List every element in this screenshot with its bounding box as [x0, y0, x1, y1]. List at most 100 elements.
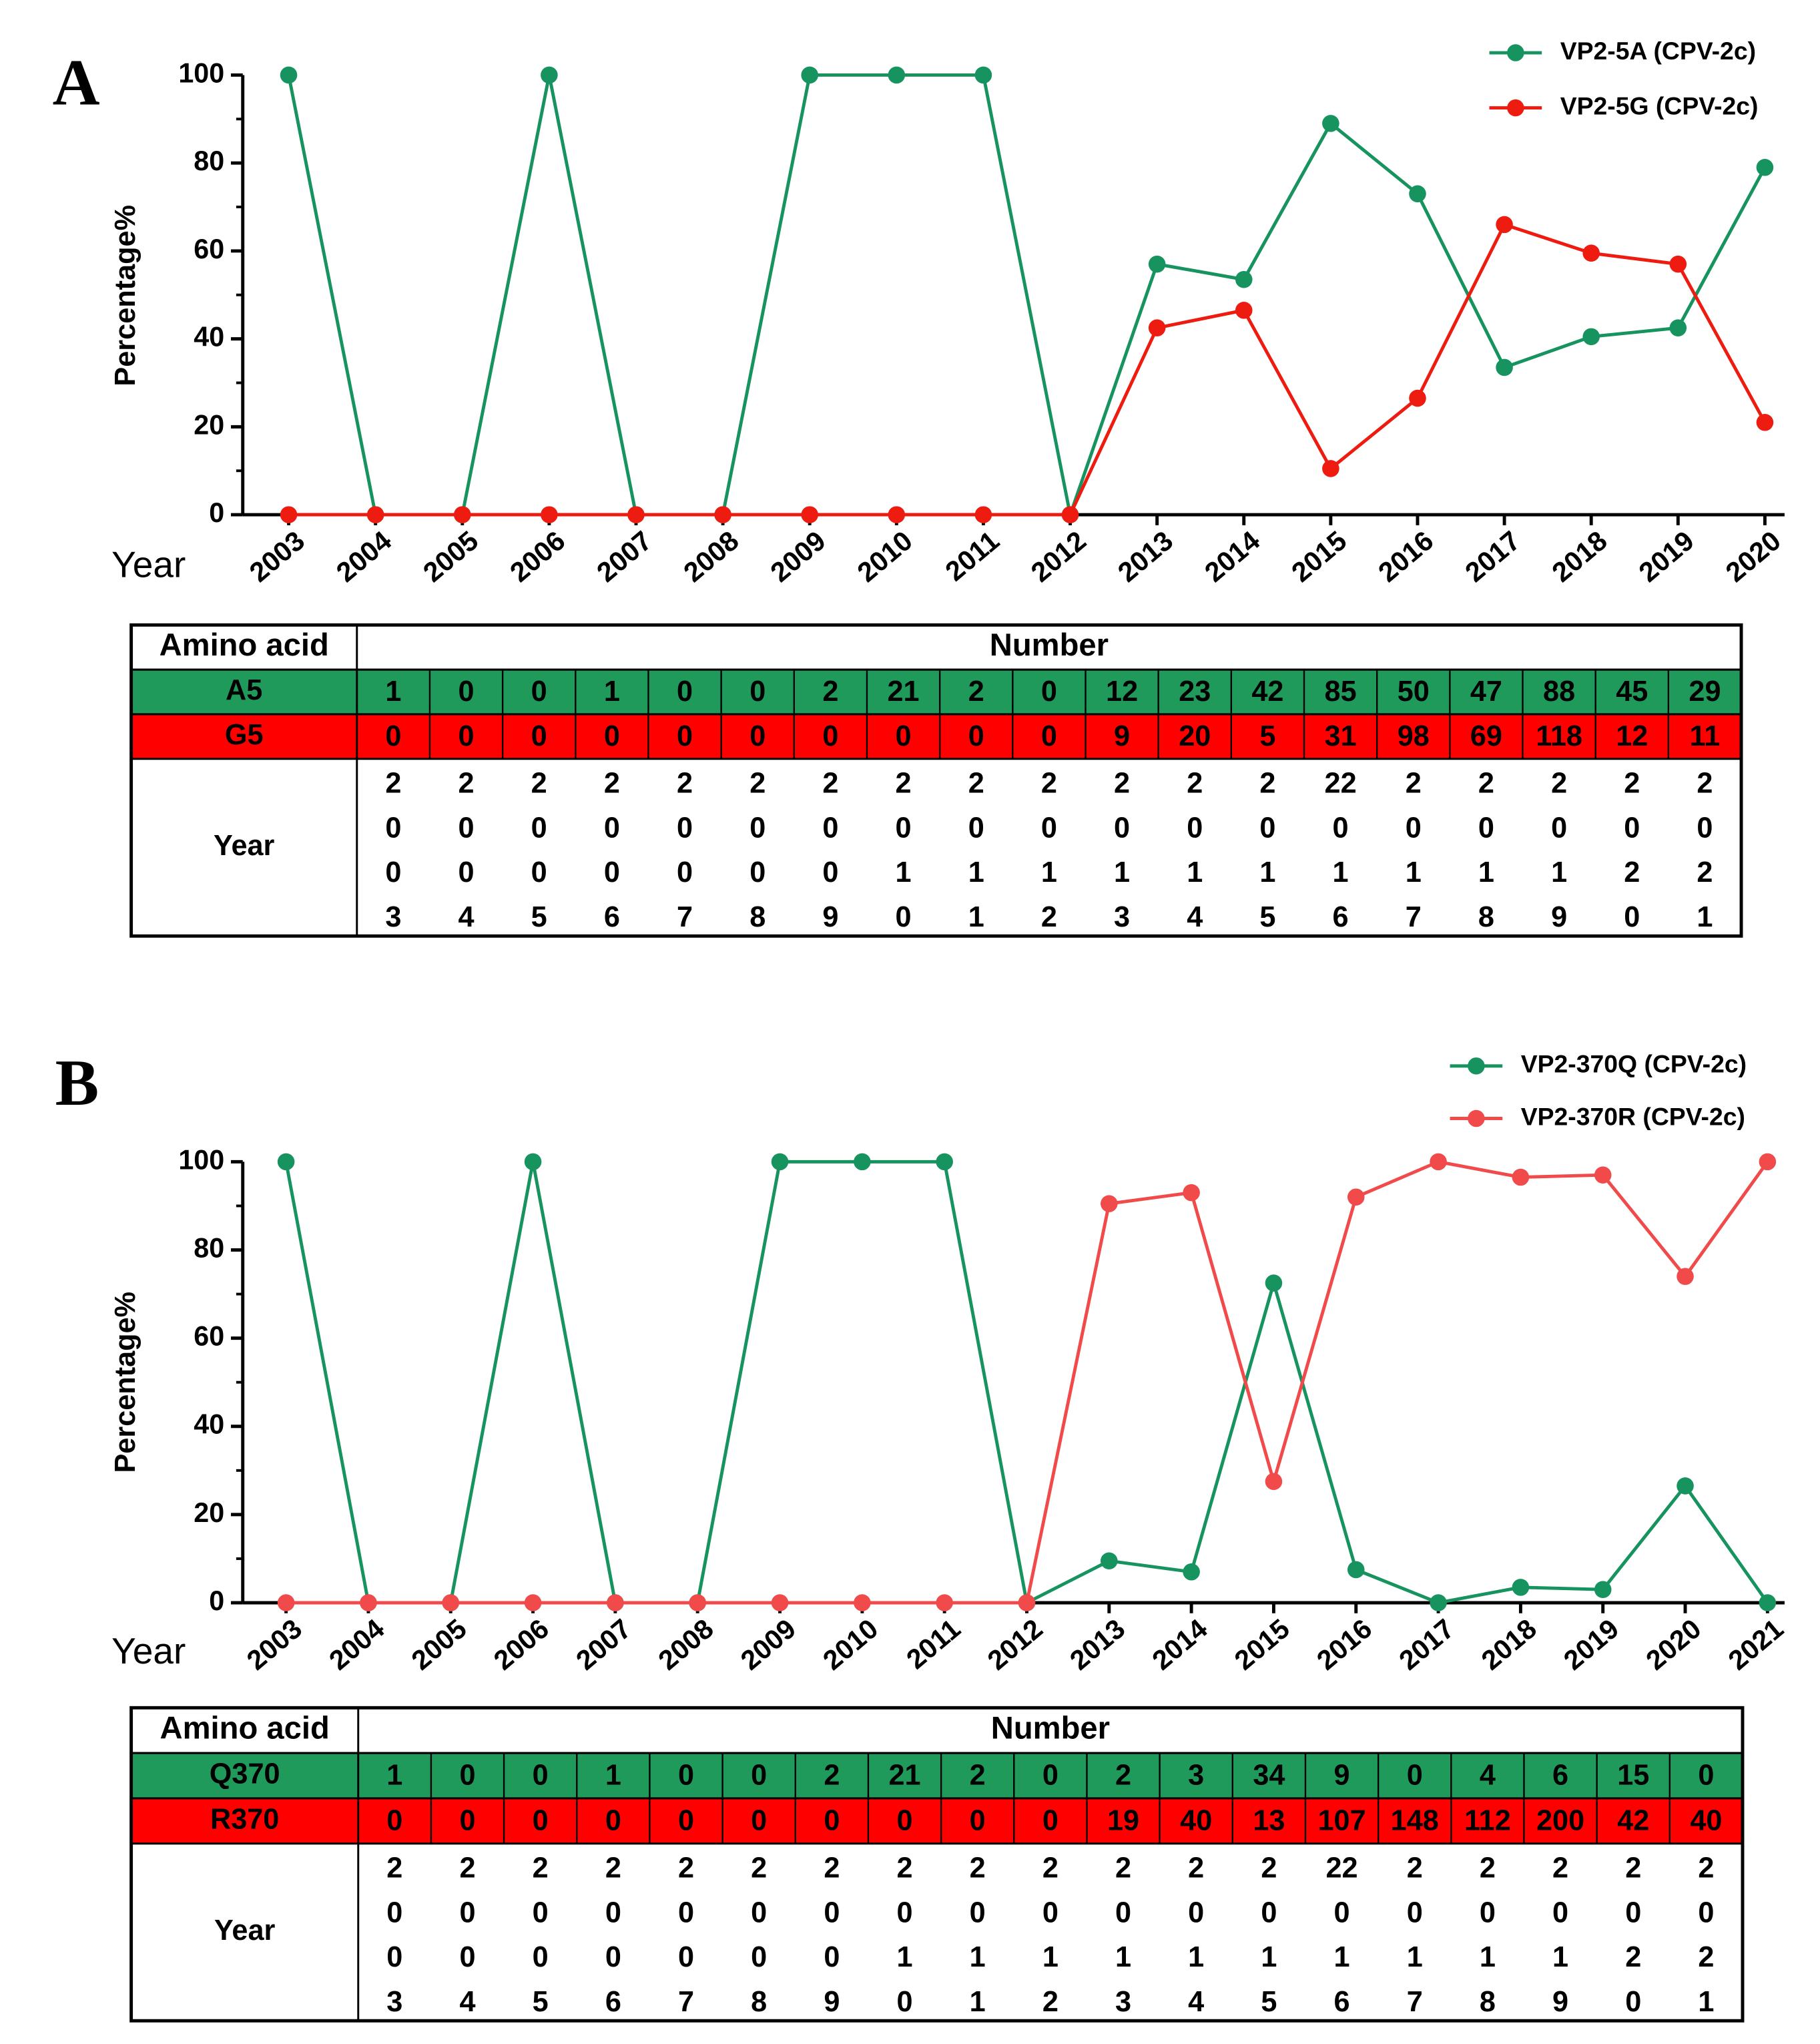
year-digit: 0: [1261, 1896, 1277, 1929]
year-digit: 0: [824, 1941, 840, 1973]
year-digit: 1: [1042, 1941, 1058, 1973]
point: [1183, 1184, 1200, 1202]
point: [1409, 185, 1426, 203]
cell-value: 200: [1536, 1804, 1584, 1836]
year-digit: 4: [1187, 901, 1203, 933]
x-tick-label: 2012: [982, 1613, 1048, 1676]
year-digit: 2: [1407, 1852, 1423, 1884]
point: [442, 1594, 460, 1611]
cell-value: 0: [604, 720, 620, 752]
point: [1061, 506, 1079, 523]
cell-value: 0: [459, 720, 475, 752]
year-digit: 1: [1041, 856, 1057, 888]
point: [366, 506, 384, 523]
point: [1322, 115, 1339, 132]
table-row: [130, 1797, 1744, 1845]
year-digit: 2: [1625, 1852, 1641, 1884]
year-digit: 2: [605, 1852, 621, 1884]
year-digit: 6: [605, 1986, 621, 2018]
year-digit: 0: [1334, 1896, 1350, 1929]
point: [1265, 1274, 1283, 1292]
cell-value: 9: [1334, 1759, 1350, 1791]
point: [1594, 1581, 1612, 1598]
cell-value: 0: [751, 1804, 767, 1836]
x-tick-label: 2006: [504, 525, 571, 587]
x-tick-label: 2003: [241, 1613, 308, 1676]
cell-value: 1: [386, 1759, 402, 1791]
year-digit: 1: [1261, 1941, 1277, 1973]
x-tick-label: 2005: [406, 1613, 473, 1676]
year-digit: 2: [1041, 768, 1057, 800]
point: [1235, 270, 1253, 288]
year-digit: 0: [677, 856, 693, 888]
year-digit: 0: [970, 1896, 986, 1929]
year-digit: 0: [1406, 812, 1422, 844]
year-digit: 2: [824, 1852, 840, 1884]
year-digit: 5: [533, 1986, 549, 2018]
year-digit: 1: [1406, 856, 1422, 888]
point: [888, 506, 906, 523]
year-digit: 0: [1697, 812, 1713, 844]
x-tick-label: 2010: [817, 1613, 884, 1676]
cell-value: 0: [968, 720, 984, 752]
cell-value: 0: [749, 676, 766, 708]
cell-value: 40: [1180, 1804, 1212, 1836]
cell-value: 0: [751, 1759, 767, 1791]
cell-value: 45: [1616, 676, 1648, 708]
cell-value: 40: [1690, 1804, 1722, 1836]
x-axis-label: Year: [111, 543, 186, 585]
x-tick-label: 2010: [852, 525, 918, 587]
x-tick-label: 2011: [940, 525, 1005, 587]
point: [1677, 1268, 1694, 1285]
year-digit: 9: [822, 901, 838, 933]
y-tick-label: 100: [178, 57, 224, 88]
cell-value: 0: [1041, 676, 1057, 708]
year-digit: 0: [749, 812, 766, 844]
year-digit: 3: [386, 1986, 402, 2018]
cell-value: 19: [1107, 1804, 1139, 1836]
year-digit: 3: [1115, 1986, 1131, 2018]
x-tick-label: 2018: [1476, 1613, 1542, 1676]
year-digit: 2: [822, 768, 838, 800]
legend-label: VP2-5G (CPV-2c): [1560, 91, 1759, 119]
y-tick-label: 40: [194, 322, 224, 352]
year-digit: 2: [1624, 768, 1640, 800]
x-tick-label: 2020: [1720, 525, 1787, 587]
x-tick-label: 2017: [1394, 1613, 1460, 1676]
cell-value: 12: [1106, 676, 1138, 708]
year-digit: 2: [1624, 856, 1640, 888]
year-digit: 0: [678, 1896, 694, 1929]
legend-marker: [1468, 1057, 1485, 1075]
year-digit: 2: [751, 1852, 767, 1884]
year-digit: 2: [897, 1852, 913, 1884]
year-digit: 1: [897, 1941, 913, 1973]
year-digit: 0: [822, 812, 838, 844]
cell-value: 2: [824, 1759, 840, 1791]
year-digit: 0: [604, 812, 620, 844]
point: [771, 1594, 789, 1611]
cell-value: 0: [824, 1804, 840, 1836]
cell-value: 0: [970, 1804, 986, 1836]
year-digit: 1: [1333, 856, 1349, 888]
cell-value: 15: [1617, 1759, 1649, 1791]
point: [277, 1153, 295, 1171]
panel-label: A: [53, 47, 100, 119]
cell-value: 12: [1616, 720, 1648, 752]
x-tick-label: 2008: [653, 1613, 719, 1676]
cell-value: 0: [533, 1804, 549, 1836]
x-tick-label: 2015: [1229, 1613, 1295, 1676]
year-digit: 8: [751, 1986, 767, 2018]
x-tick-label: 2004: [323, 1613, 390, 1676]
x-tick-label: 2014: [1147, 1613, 1213, 1676]
point: [1430, 1594, 1447, 1611]
year-digit: 1: [1114, 856, 1130, 888]
point: [1512, 1579, 1530, 1596]
point: [936, 1153, 953, 1171]
cell-value: 21: [888, 1759, 920, 1791]
legend-marker: [1468, 1109, 1485, 1127]
x-tick-label: 2004: [330, 525, 397, 587]
year-digit: 1: [1334, 1941, 1350, 1973]
cell-value: 0: [1698, 1759, 1714, 1791]
x-tick-label: 2016: [1373, 525, 1440, 587]
point: [1669, 319, 1687, 336]
